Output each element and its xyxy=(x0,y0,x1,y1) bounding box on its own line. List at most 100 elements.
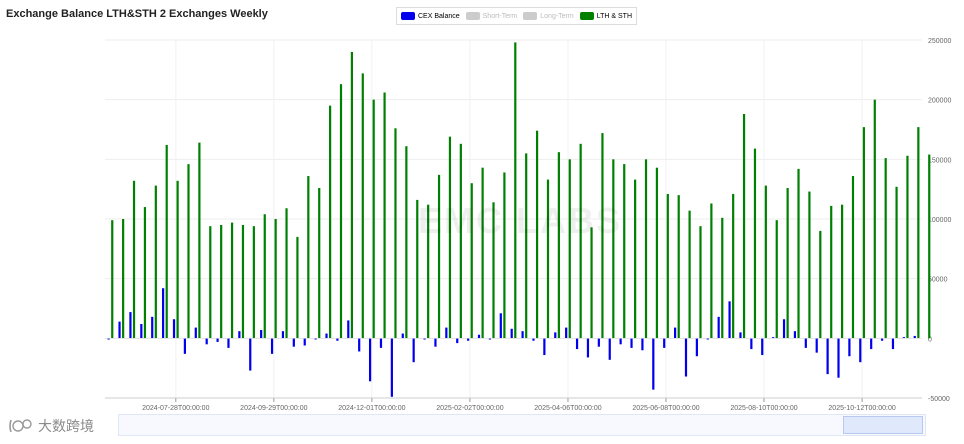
bar-lth-sth xyxy=(688,210,691,339)
bar-cex-balance xyxy=(107,338,110,340)
bar-cex-balance xyxy=(412,338,415,363)
y-tick-label: 200000 xyxy=(928,98,951,105)
bar-cex-balance xyxy=(837,338,840,378)
bar-cex-balance xyxy=(270,338,274,354)
bar-lth-sth xyxy=(590,227,593,339)
y-tick-label: 150000 xyxy=(928,157,951,164)
x-tick-label: 2025-04-06T00:00:00 xyxy=(534,405,601,412)
bar-cex-balance xyxy=(456,338,459,344)
bar-cex-balance xyxy=(695,338,698,357)
bar-lth-sth xyxy=(753,148,757,339)
bar-lth-sth xyxy=(928,154,931,339)
bar-cex-balance xyxy=(401,333,404,339)
range-navigator[interactable] xyxy=(118,414,926,436)
bar-cex-balance xyxy=(303,338,306,346)
bar-cex-balance xyxy=(488,338,492,340)
bar-cex-balance xyxy=(543,338,546,356)
bar-lth-sth xyxy=(873,99,876,339)
bar-lth-sth xyxy=(274,219,277,339)
bar-cex-balance xyxy=(717,316,720,339)
x-tick-label: 2024-09-29T00:00:00 xyxy=(240,405,307,412)
bar-cex-balance xyxy=(314,338,317,340)
bar-lth-sth xyxy=(557,152,560,339)
bar-cex-balance xyxy=(859,338,862,363)
bar-cex-balance xyxy=(205,338,208,345)
bar-lth-sth xyxy=(132,180,136,339)
bar-cex-balance xyxy=(652,338,655,390)
bar-lth-sth xyxy=(503,172,506,339)
bar-cex-balance xyxy=(684,338,688,377)
y-tick-label: 100000 xyxy=(928,217,951,224)
bar-cex-balance xyxy=(772,337,775,339)
bar-lth-sth xyxy=(285,208,288,339)
legend-label-short-term: Short-Term xyxy=(482,12,518,20)
bar-cex-balance xyxy=(368,338,372,382)
bar-lth-sth xyxy=(481,167,484,339)
bar-lth-sth xyxy=(819,230,822,339)
bar-lth-sth xyxy=(111,220,114,339)
bar-lth-sth xyxy=(122,219,125,339)
bar-lth-sth xyxy=(405,146,408,339)
bar-lth-sth xyxy=(721,217,724,339)
bar-cex-balance xyxy=(260,329,263,339)
legend-item-cex-balance[interactable]: CEX Balance xyxy=(401,12,460,20)
legend-item-long-term[interactable]: Long-Term xyxy=(523,12,574,20)
x-tick-label: 2025-02-02T00:00:00 xyxy=(436,405,503,412)
y-tick-label: 50000 xyxy=(928,277,948,284)
bar-cex-balance xyxy=(902,337,905,339)
bar-cex-balance xyxy=(750,338,753,350)
bar-cex-balance xyxy=(663,338,666,348)
y-tick-label: 250000 xyxy=(928,38,951,45)
bar-cex-balance xyxy=(162,288,165,339)
x-tick-label: 2025-10-12T00:00:00 xyxy=(828,405,895,412)
x-tick-label: 2025-06-08T00:00:00 xyxy=(632,405,699,412)
bar-lth-sth xyxy=(514,42,517,339)
bar-cex-balance xyxy=(172,319,176,339)
bar-lth-sth xyxy=(372,99,375,339)
bar-cex-balance xyxy=(151,316,154,339)
bar-lth-sth xyxy=(165,145,168,339)
legend-label-long-term: Long-Term xyxy=(540,12,574,20)
legend-item-short-term[interactable]: Short-Term xyxy=(465,12,518,20)
bar-lth-sth xyxy=(263,214,266,339)
bar-cex-balance xyxy=(815,338,818,353)
legend-swatch-lth-sth xyxy=(579,12,594,20)
bar-cex-balance xyxy=(870,338,873,350)
x-tick-label: 2025-08-10T00:00:00 xyxy=(730,405,797,412)
bar-lth-sth xyxy=(241,224,245,339)
navigator-window[interactable] xyxy=(843,416,923,434)
bar-cex-balance xyxy=(477,334,481,339)
bar-cex-balance xyxy=(880,338,884,341)
bar-cex-balance xyxy=(325,333,328,339)
bar-lth-sth xyxy=(677,195,680,339)
chart-legend: CEX Balance Short-Term Long-Term LTH & S… xyxy=(396,7,637,25)
bar-cex-balance xyxy=(761,338,764,356)
bar-lth-sth xyxy=(361,73,364,339)
bar-cex-balance xyxy=(554,332,557,339)
bar-lth-sth xyxy=(699,226,702,339)
y-tick-label: -50000 xyxy=(928,396,950,403)
bar-cex-balance xyxy=(140,324,143,339)
bar-lth-sth xyxy=(546,179,550,339)
bar-lth-sth xyxy=(764,185,767,339)
bar-cex-balance xyxy=(728,301,731,339)
bar-lth-sth xyxy=(644,159,648,339)
bar-lth-sth xyxy=(786,187,789,339)
bar-cex-balance xyxy=(445,327,448,339)
bar-cex-balance xyxy=(532,338,535,341)
bar-lth-sth xyxy=(329,105,332,339)
bar-lth-sth xyxy=(742,113,746,339)
watermark: EMC LABS xyxy=(418,200,622,241)
bar-lth-sth xyxy=(470,183,473,339)
bar-cex-balance xyxy=(434,338,437,347)
bar-cex-balance xyxy=(782,319,786,339)
bar-lth-sth xyxy=(841,204,844,339)
bar-lth-sth xyxy=(437,174,441,339)
legend-swatch-short-term xyxy=(465,12,480,20)
bar-lth-sth xyxy=(220,224,223,339)
chart-title: Exchange Balance LTH&STH 2 Exchanges Wee… xyxy=(6,8,268,20)
bar-lth-sth xyxy=(143,207,147,339)
bar-cex-balance xyxy=(619,338,622,345)
legend-item-lth-sth[interactable]: LTH & STH xyxy=(579,12,632,20)
